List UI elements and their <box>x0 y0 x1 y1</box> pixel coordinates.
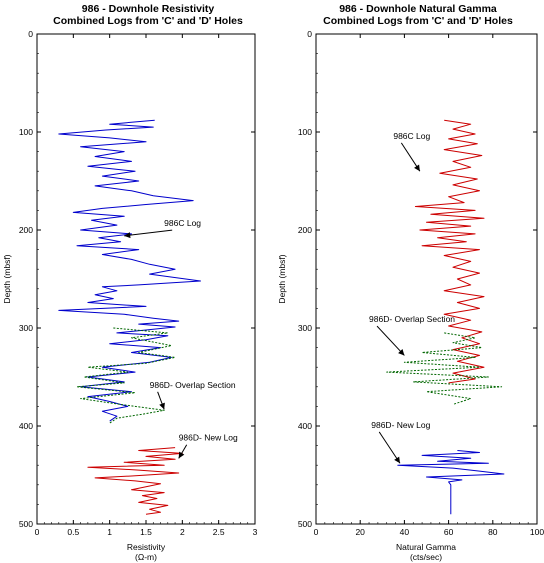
right-series-line-2 <box>397 450 505 515</box>
left-series-line-0 <box>58 119 201 422</box>
right-chart-subtitle: Combined Logs from 'C' and 'D' Holes <box>323 15 513 27</box>
right-annotation-arrow <box>378 431 401 464</box>
right-x-axis-unit: (cts/sec) <box>410 552 442 562</box>
left-annotation-arrowhead <box>178 451 185 459</box>
right-x-axis-label: Natural Gamma <box>396 542 456 552</box>
right-x-tick-label: 80 <box>488 527 498 537</box>
left-y-tick-label: 300 <box>19 323 33 333</box>
right-annotation-arrowhead <box>394 456 400 464</box>
right-chart-title: 986 - Downhole Natural Gamma <box>339 3 497 15</box>
right-y-tick-label: 400 <box>298 421 312 431</box>
left-annotation-arrow <box>124 229 173 237</box>
gamma-panel: 986 - Downhole Natural Gamma Combined Lo… <box>277 3 544 562</box>
left-chart-title: 986 - Downhole Resistivity <box>82 3 215 15</box>
right-series-line-0 <box>414 119 485 384</box>
right-x-tick-label: 40 <box>400 527 410 537</box>
right-y-tick-label: 200 <box>298 225 312 235</box>
right-y-tick-label: 300 <box>298 323 312 333</box>
left-annotation-label: 986D- Overlap Section <box>150 380 236 390</box>
left-annotations: 986C Log 986D- Overlap Section 986D- New L… <box>124 218 238 459</box>
left-y-axis-label: Depth (mbsf) <box>2 254 12 303</box>
left-chart-subtitle: Combined Logs from 'C' and 'D' Holes <box>53 15 243 27</box>
right-x-tick-label: 100 <box>530 527 544 537</box>
right-annotation-label: 986C Log <box>393 131 430 141</box>
left-x-tick-label: 1.5 <box>140 527 152 537</box>
right-annotations: 986C Log 986D- Overlap Section 986D- New L… <box>369 131 455 464</box>
left-ticks: 0 0.5 1 1.5 2 2.5 3 0 100 200 300 400 500 <box>19 29 258 537</box>
left-series-line-2 <box>87 447 183 515</box>
right-y-tick-label: 100 <box>298 127 312 137</box>
left-annotation-label: 986C Log <box>164 218 201 228</box>
right-y-tick-label: 500 <box>298 519 312 529</box>
left-x-axis-unit: (Ω-m) <box>135 552 157 562</box>
right-series <box>386 119 505 515</box>
left-y-tick-label: 100 <box>19 127 33 137</box>
right-annotation-arrowhead <box>414 164 420 172</box>
left-annotation-arrowhead <box>159 402 165 410</box>
left-x-tick-label: 0 <box>35 527 40 537</box>
right-x-tick-label: 20 <box>355 527 365 537</box>
right-x-tick-label: 0 <box>314 527 319 537</box>
left-series-line-1 <box>76 327 176 424</box>
resistivity-panel: 986 - Downhole Resistivity Combined Logs… <box>2 3 258 562</box>
left-x-tick-label: 3 <box>253 527 258 537</box>
left-x-tick-label: 2 <box>180 527 185 537</box>
left-x-tick-label: 1 <box>107 527 112 537</box>
right-y-axis-label: Depth (mbsf) <box>277 254 287 303</box>
right-x-tick-label: 60 <box>444 527 454 537</box>
right-y-tick-label: 0 <box>307 29 312 39</box>
right-plot-frame <box>315 33 538 525</box>
left-x-axis-label: Resistivity <box>127 542 166 552</box>
right-ticks: 0 20 40 60 80 100 0 100 200 300 400 500 <box>298 29 544 537</box>
right-annotation-label: 986D- Overlap Section <box>369 314 455 324</box>
right-annotation-arrowhead <box>398 349 405 356</box>
left-y-tick-label: 0 <box>28 29 33 39</box>
left-annotation-arrowhead <box>124 232 131 239</box>
left-x-tick-label: 0.5 <box>67 527 79 537</box>
right-series-line-1 <box>386 332 503 405</box>
left-x-tick-label: 2.5 <box>213 527 225 537</box>
left-y-tick-label: 500 <box>19 519 33 529</box>
left-series <box>58 119 201 515</box>
left-y-tick-label: 200 <box>19 225 33 235</box>
right-annotation-label: 986D- New Log <box>371 420 430 430</box>
left-y-tick-label: 400 <box>19 421 33 431</box>
left-annotation-label: 986D- New Log <box>179 433 238 443</box>
right-annotation-arrow <box>376 325 405 356</box>
